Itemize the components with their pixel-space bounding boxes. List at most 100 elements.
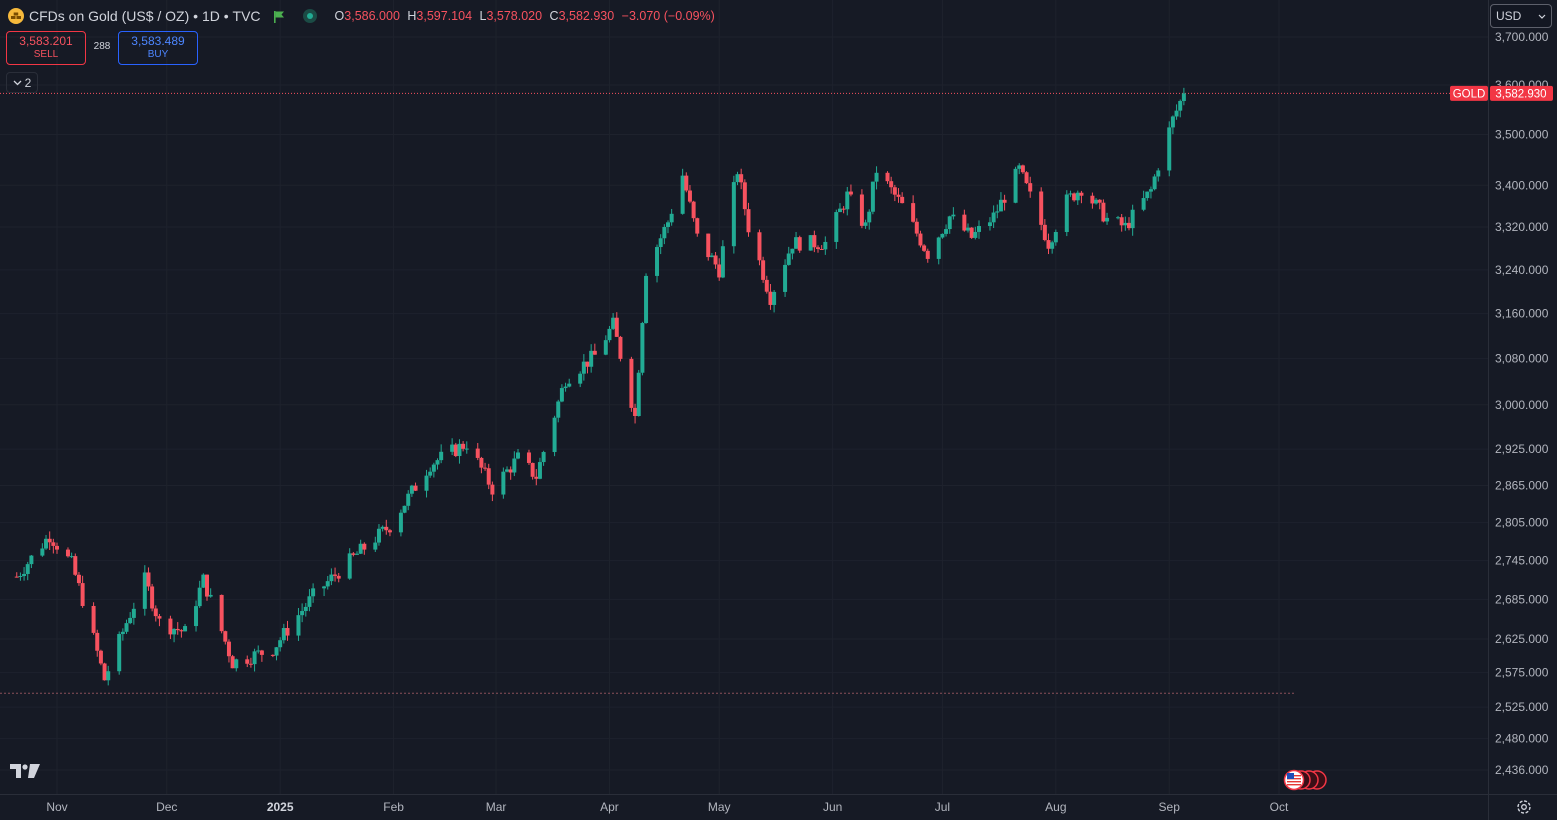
candle-up	[1123, 222, 1128, 226]
candle-down	[757, 232, 762, 261]
candle-up	[252, 651, 257, 665]
candle-up	[358, 543, 363, 554]
candle-down	[691, 201, 696, 219]
candle-up	[29, 555, 34, 565]
candle-up	[1130, 209, 1135, 229]
candle-down	[205, 574, 210, 597]
candle-up	[1116, 217, 1121, 219]
tradingview-logo-icon[interactable]	[9, 762, 41, 780]
candle-up	[398, 512, 403, 533]
candle-down	[384, 526, 389, 531]
price-axis[interactable]: 3,700.0003,600.0003,500.0003,400.0003,32…	[1495, 30, 1549, 777]
candle-up	[1141, 198, 1146, 210]
candle-down	[530, 462, 535, 477]
candle-down	[55, 545, 59, 550]
candle-up	[644, 275, 649, 323]
candle-up	[1013, 168, 1018, 203]
candle-down	[387, 530, 392, 533]
candle-up	[998, 199, 1003, 212]
candle-up	[987, 222, 992, 227]
candle-down	[479, 457, 484, 468]
time-tick-label: Feb	[383, 800, 404, 814]
candle-down	[1101, 202, 1106, 222]
candle-down	[351, 553, 356, 555]
time-tick-label: 2025	[267, 800, 294, 814]
candle-up	[124, 623, 129, 632]
candle-down	[47, 538, 52, 543]
candle-down	[889, 181, 894, 188]
symbol-title[interactable]: CFDs on Gold (US$ / OZ)	[29, 8, 190, 24]
candle-down	[248, 663, 253, 665]
candle-up	[973, 231, 978, 238]
candle-down	[230, 656, 235, 669]
price-tick-label: 3,160.000	[1495, 307, 1549, 321]
candle-down	[226, 641, 231, 657]
interval-label[interactable]: 1D	[201, 8, 220, 24]
buy-price: 3,583.489	[131, 34, 185, 48]
open-value: 3,586.000	[344, 9, 400, 23]
candle-down	[742, 182, 747, 210]
candle-up	[559, 388, 564, 402]
candle-up	[278, 640, 283, 648]
candle-down	[962, 214, 967, 231]
candle-down	[168, 618, 173, 635]
price-tick-label: 3,400.000	[1495, 178, 1549, 192]
candle-up	[845, 191, 850, 210]
candle-up	[556, 401, 561, 418]
candle-up	[120, 631, 125, 635]
candle-down	[900, 196, 905, 204]
candle-down	[1072, 193, 1077, 201]
candle-up	[783, 264, 788, 292]
candle-up	[325, 581, 330, 587]
price-tick-label: 2,865.000	[1495, 479, 1549, 493]
candle-up	[1174, 110, 1179, 117]
flag-icon[interactable]	[273, 10, 285, 23]
candle-up	[578, 373, 583, 384]
candle-down	[76, 574, 81, 584]
exchange-label[interactable]: TVC	[232, 8, 261, 24]
market-status-icon[interactable]	[302, 9, 317, 23]
candle-up	[794, 237, 799, 249]
candle-up	[376, 528, 381, 543]
candle-up	[464, 448, 469, 450]
buy-button[interactable]: 3,583.489 BUY	[118, 31, 198, 65]
time-tick-label: Sep	[1159, 800, 1181, 814]
candle-up	[501, 471, 506, 495]
gold-symbol-logo-icon[interactable]	[8, 8, 24, 24]
economic-events-icon[interactable]	[1283, 769, 1327, 791]
last-price-value: 3,582.930	[1495, 88, 1546, 100]
candle-down	[885, 172, 890, 182]
price-tick-label: 3,700.000	[1495, 30, 1549, 44]
candle-down	[413, 485, 418, 491]
candle-down	[91, 605, 96, 633]
candle-down	[695, 218, 700, 234]
candle-up	[424, 475, 429, 491]
price-tick-label: 3,240.000	[1495, 263, 1549, 277]
candle-up	[936, 237, 941, 259]
candle-up	[1075, 192, 1080, 201]
candle-down	[179, 630, 184, 632]
candle-up	[194, 606, 199, 627]
candle-up	[201, 574, 206, 588]
candle-down	[333, 574, 338, 576]
candle-down	[483, 467, 488, 469]
candle-up	[870, 181, 875, 212]
candle-up	[636, 372, 641, 417]
time-tick-label: Jun	[823, 800, 842, 814]
time-tick-label: Aug	[1045, 800, 1066, 814]
candle-up	[823, 241, 828, 250]
candle-up	[1145, 191, 1150, 199]
candle-down	[102, 663, 107, 681]
gear-icon[interactable]	[1515, 798, 1533, 816]
indicators-collapse-button[interactable]: 2	[6, 72, 38, 93]
candle-up	[329, 574, 334, 582]
candle-down	[362, 543, 367, 550]
sell-button[interactable]: 3,583.201 SELL	[6, 31, 86, 65]
currency-select[interactable]: USD	[1490, 4, 1552, 28]
candle-up	[834, 212, 839, 242]
candle-up	[976, 226, 981, 232]
time-axis[interactable]: Nov Dec 2025 Feb Mar Apr May Jun Jul Aug Sep Oct	[46, 800, 1289, 814]
candle-down	[1028, 183, 1033, 192]
candle-down	[969, 227, 974, 238]
